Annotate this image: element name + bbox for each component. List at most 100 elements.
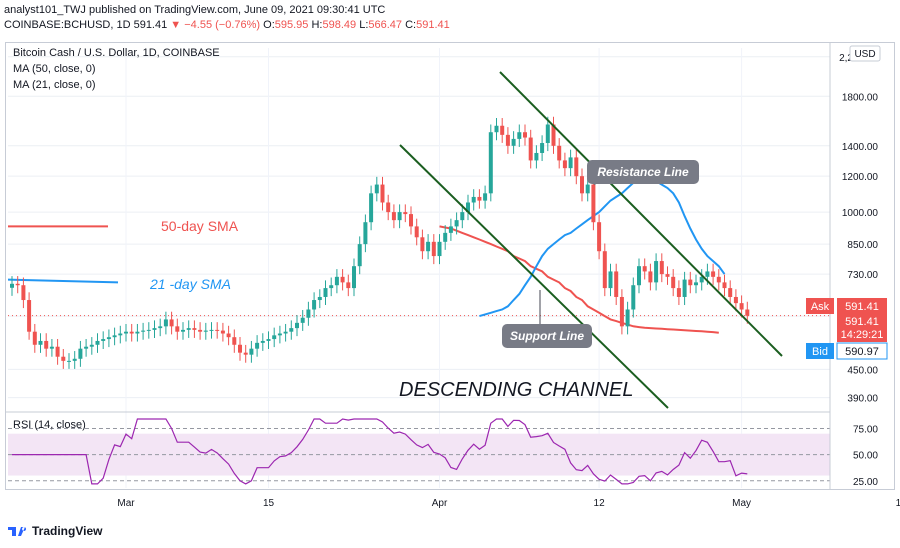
- candle-body: [534, 152, 539, 161]
- candle-body: [300, 317, 305, 323]
- candle-body: [614, 271, 619, 297]
- candle-body: [152, 328, 157, 330]
- candle-body: [238, 344, 242, 353]
- candle-body: [409, 214, 413, 227]
- candle-body: [545, 124, 550, 144]
- candle-body: [448, 226, 453, 233]
- candle-body: [659, 261, 664, 275]
- candle-body: [198, 329, 203, 332]
- bid-value: 590.97: [845, 346, 879, 358]
- support-callout[interactable]: [502, 324, 592, 348]
- candle-body: [67, 360, 71, 362]
- candle-body: [55, 346, 60, 357]
- tradingview-brand: TradingView: [32, 524, 103, 538]
- high-label: H:: [311, 19, 323, 31]
- candle-body: [215, 329, 220, 331]
- candle-body: [186, 328, 191, 330]
- candle-body: [374, 184, 379, 194]
- ask-tag: [806, 298, 834, 314]
- time-tick-label: 15: [263, 498, 275, 509]
- price-tick-label: 1000.00: [842, 208, 879, 219]
- resistance-callout[interactable]: [587, 160, 699, 184]
- candle-body: [380, 184, 385, 203]
- candle-body: [277, 333, 282, 336]
- candle-body: [420, 237, 425, 252]
- candle-body: [716, 276, 721, 283]
- candle-body: [266, 339, 271, 341]
- candle-body: [517, 132, 522, 139]
- ma21-line-early[interactable]: [7, 278, 119, 284]
- candle-body: [391, 212, 396, 221]
- last-price: 591.41: [845, 316, 879, 328]
- candle-body: [283, 331, 288, 334]
- candle-body: [637, 266, 641, 286]
- ma50-legend[interactable]: MA (50, close, 0): [13, 63, 96, 75]
- low-label: L:: [359, 19, 369, 31]
- candle-body: [289, 328, 294, 332]
- candle-body: [488, 132, 493, 194]
- candle-body: [175, 326, 180, 332]
- candle-body: [443, 232, 448, 242]
- candle-body: [722, 282, 727, 289]
- price-tick-label: 1800.00: [842, 92, 879, 103]
- candle-body: [95, 340, 100, 345]
- candle-body: [523, 132, 527, 138]
- candle-body: [397, 212, 402, 221]
- candle-body: [471, 196, 476, 203]
- ma21-line[interactable]: [479, 175, 726, 318]
- candle-body: [511, 138, 516, 146]
- candle-body: [357, 244, 362, 267]
- candle-body: [15, 283, 20, 286]
- candle-body: [426, 241, 431, 252]
- candle-body: [141, 330, 146, 332]
- candle-body: [249, 348, 254, 355]
- candle-body: [146, 329, 151, 331]
- candle-body: [101, 339, 106, 341]
- candle-body: [454, 220, 459, 227]
- candle-body: [431, 241, 436, 257]
- candle-body: [699, 276, 704, 283]
- symbol-ohlc-line: COINBASE:BCHUSD, 1D 591.41 ▼ −4.55 (−0.7…: [4, 19, 450, 31]
- price-tick-label: 850.00: [847, 240, 878, 251]
- price-axis[interactable]: 390.00450.00590.00730.00850.001000.00120…: [829, 42, 879, 490]
- candle-body: [580, 176, 584, 194]
- candle-body: [369, 193, 374, 223]
- rsi-tick-label: 25.00: [853, 477, 878, 488]
- candle-body: [619, 296, 624, 327]
- candle-body: [437, 241, 442, 257]
- candle-body: [32, 331, 37, 345]
- candle-body: [181, 329, 185, 332]
- candle-body: [665, 274, 670, 277]
- time-axis[interactable]: Mar15Apr12May17Jun14: [117, 498, 900, 509]
- ask-value: 591.41: [845, 301, 879, 313]
- bid-tag: [806, 343, 834, 359]
- resistance-trendline[interactable]: [499, 71, 783, 357]
- rsi-legend[interactable]: RSI (14, close): [13, 419, 86, 431]
- price-tick-label: 1200.00: [842, 172, 879, 183]
- price-tick-label: 390.00: [847, 394, 878, 405]
- candle-body: [192, 328, 197, 330]
- candle-body: [124, 331, 128, 334]
- candle-body: [682, 279, 687, 297]
- candle-body: [21, 285, 26, 301]
- time-tick-label: May: [732, 498, 751, 509]
- candle-body: [38, 340, 43, 345]
- candle-body: [295, 322, 299, 329]
- candle-body: [733, 296, 738, 304]
- high-value: 598.49: [322, 19, 357, 31]
- candle-body: [334, 276, 339, 286]
- candle-body: [363, 222, 368, 245]
- tradingview-logo[interactable]: TradingView: [8, 524, 102, 538]
- candle-body: [505, 134, 510, 146]
- candle-body: [386, 202, 391, 213]
- candle-body: [209, 329, 214, 331]
- ma21-legend[interactable]: MA (21, close, 0): [13, 79, 96, 91]
- rsi-line[interactable]: [12, 418, 748, 485]
- candles: [10, 116, 750, 369]
- currency-badge[interactable]: [849, 45, 881, 62]
- candle-body: [711, 271, 716, 277]
- support-trendline[interactable]: [399, 144, 669, 409]
- symbol-label: COINBASE:BCHUSD, 1D 591.41: [4, 19, 168, 31]
- ma50-line[interactable]: [439, 225, 719, 334]
